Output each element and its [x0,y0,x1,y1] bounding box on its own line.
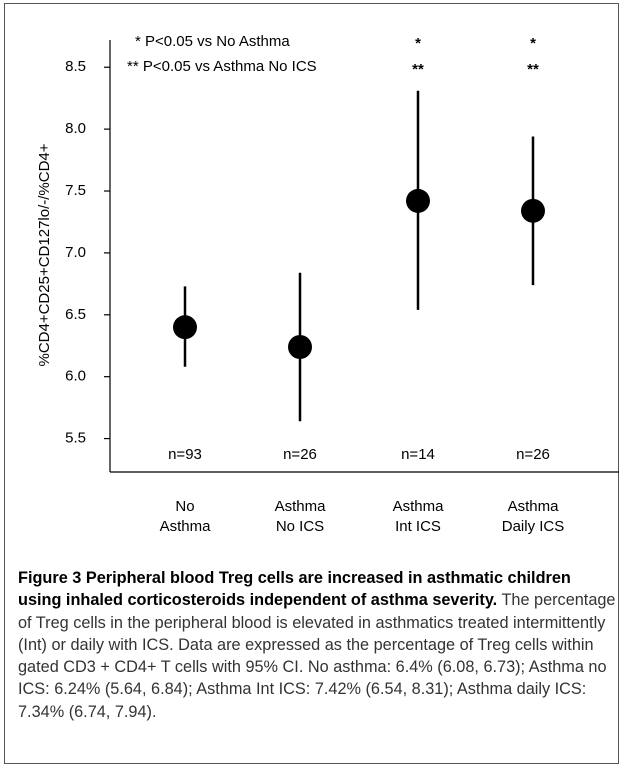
n-label: n=26 [516,446,550,463]
point [521,198,545,223]
n-label: n=14 [401,446,435,463]
chart: %CD4+CD25+CD127lo/-/%CD4+ * P<0.05 vs No… [36,33,619,535]
x-tick-label: Int ICS [395,518,441,535]
point [406,188,430,213]
caption: Figure 3 Peripheral blood Treg cells are… [18,567,616,723]
x-tick-label: Asthma [393,498,445,515]
y-tick-label: 7.0 [65,244,86,261]
n-label: n=93 [168,446,202,463]
point [288,334,312,359]
y-tick-label: 7.5 [65,182,86,199]
significance-mark: ** [412,61,424,78]
y-tick-label: 5.5 [65,430,86,447]
y-tick-label: 8.5 [65,58,86,75]
significance-mark: * [415,35,421,52]
y-tick-label: 6.0 [65,368,86,385]
note: ** P<0.05 vs Asthma No ICS [127,58,317,75]
note: * P<0.05 vs No Asthma [135,33,290,50]
significance-mark: ** [527,61,539,78]
x-tick-label: Asthma [275,498,327,515]
x-tick-label: Asthma [508,498,560,515]
x-tick-label: No [175,498,194,515]
x-tick-label: No ICS [276,518,324,535]
caption-text: The percentage of Treg cells in the peri… [18,591,616,721]
y-axis-label: %CD4+CD25+CD127lo/-/%CD4+ [36,143,53,366]
x-tick-label: Daily ICS [502,518,565,535]
y-tick-label: 6.5 [65,306,86,323]
y-tick-label: 8.0 [65,120,86,137]
caption-title: Figure 3 Peripheral blood Treg cells are… [18,569,571,610]
x-tick-label: Asthma [160,518,212,535]
point [173,315,197,340]
significance-mark: * [530,35,536,52]
n-label: n=26 [283,446,317,463]
figure-frame [4,3,619,764]
